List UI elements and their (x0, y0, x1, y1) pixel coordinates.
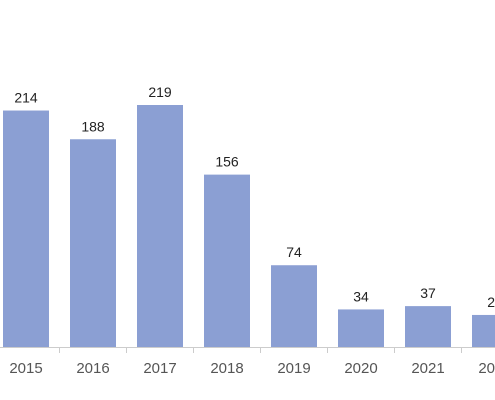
x-tick-label-2021: 2021 (411, 360, 444, 377)
tick-labels-group: 2015 2016 2017 2018 2019 2020 2021 2022 (9, 360, 495, 377)
value-label-2015: 214 (14, 90, 38, 106)
value-label-2021: 37 (420, 285, 436, 301)
x-tick-label-2020: 2020 (344, 360, 377, 377)
bars-group (3, 105, 495, 347)
x-tick-label-2019: 2019 (277, 360, 310, 377)
bar-2018 (204, 174, 250, 347)
bar-2015 (3, 110, 49, 347)
value-label-2016: 188 (81, 118, 105, 134)
bar-2017 (137, 105, 183, 347)
bar-2021 (405, 306, 451, 347)
x-tick-label-2022: 2022 (478, 360, 495, 377)
value-label-2017: 219 (148, 84, 172, 100)
value-label-2022: 29 (487, 294, 495, 310)
bar-2022 (472, 314, 495, 347)
value-labels-group: 214 188 219 156 74 34 37 29 (14, 84, 495, 310)
x-tick-label-2016: 2016 (76, 360, 109, 377)
value-label-2020: 34 (353, 288, 369, 304)
bar-2019 (271, 265, 317, 347)
value-label-2018: 156 (215, 154, 239, 170)
x-tick-label-2018: 2018 (210, 360, 243, 377)
value-label-2019: 74 (286, 244, 302, 260)
bar-2020 (338, 309, 384, 347)
x-tick-label-2017: 2017 (143, 360, 176, 377)
bar-2016 (70, 139, 116, 347)
x-ticks-group (59, 347, 462, 353)
x-tick-label-2015: 2015 (9, 360, 42, 377)
